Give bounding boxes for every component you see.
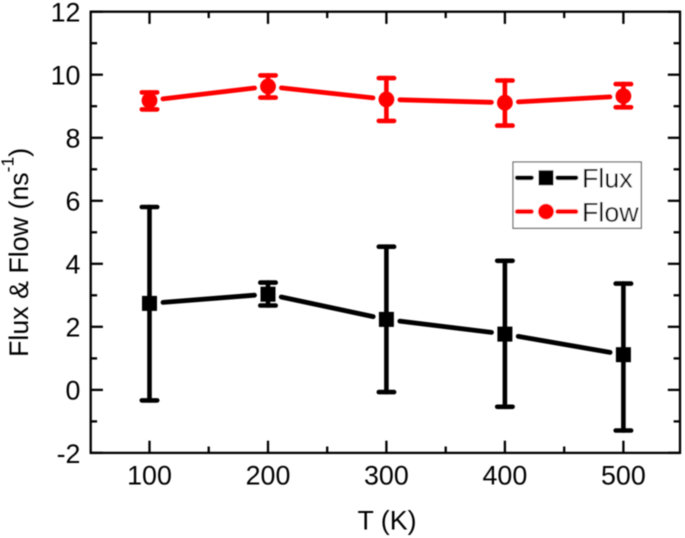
svg-text:0: 0	[65, 376, 80, 406]
svg-text:100: 100	[127, 461, 172, 491]
svg-text:2: 2	[65, 313, 80, 343]
svg-text:-2: -2	[57, 439, 81, 469]
svg-text:500: 500	[601, 461, 646, 491]
svg-text:Flow: Flow	[582, 197, 639, 227]
svg-text:400: 400	[483, 461, 528, 491]
svg-text:300: 300	[364, 461, 409, 491]
svg-text:6: 6	[65, 187, 80, 217]
svg-text:200: 200	[246, 461, 291, 491]
svg-text:Flux: Flux	[582, 164, 633, 194]
svg-text:4: 4	[65, 250, 80, 280]
svg-text:8: 8	[65, 124, 80, 154]
svg-text:Flux & Flow (ns-1): Flux & Flow (ns-1)	[0, 148, 34, 357]
svg-text:10: 10	[51, 61, 81, 91]
svg-text:12: 12	[51, 0, 81, 28]
svg-text:T (K): T (K)	[357, 506, 416, 536]
